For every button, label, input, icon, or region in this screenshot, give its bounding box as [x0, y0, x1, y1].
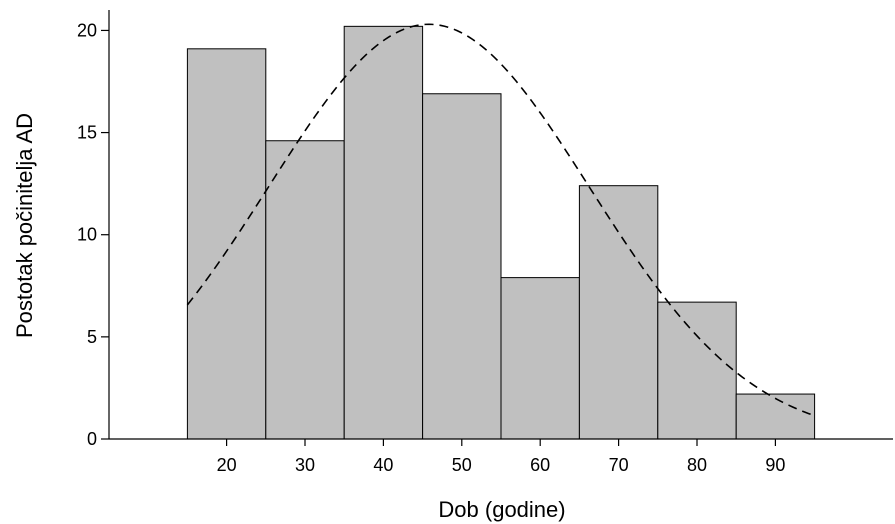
bars-group	[186, 25, 816, 440]
y-tick-label-15: 15	[77, 123, 97, 143]
x-tick-label-80: 80	[687, 455, 707, 475]
y-tick-label-20: 20	[77, 20, 97, 40]
y-axis-ticks: 0 5 10 15 20	[77, 20, 109, 449]
x-tick-label-30: 30	[295, 455, 315, 475]
y-tick-label-0: 0	[87, 429, 97, 449]
x-tick-label-20: 20	[217, 455, 237, 475]
histogram-bar-7	[735, 393, 816, 440]
x-tick-label-60: 60	[530, 455, 550, 475]
histogram-bar-0	[186, 48, 267, 440]
x-tick-label-90: 90	[765, 455, 785, 475]
histogram-bar-6	[657, 301, 737, 440]
x-axis-title: Dob (godine)	[438, 497, 565, 522]
x-tick-label-70: 70	[609, 455, 629, 475]
x-tick-label-50: 50	[452, 455, 472, 475]
y-tick-label-5: 5	[87, 327, 97, 347]
histogram-bar-4	[500, 277, 580, 440]
x-axis-ticks: 20 30 40 50 60 70 80 90	[217, 439, 785, 475]
histogram-bar-5	[578, 185, 659, 440]
y-tick-label-10: 10	[77, 225, 97, 245]
x-tick-label-40: 40	[373, 455, 393, 475]
y-axis-title: Postotak počinitelja AD	[12, 113, 37, 338]
histogram-bar-3	[422, 93, 502, 440]
histogram-bar-1	[265, 140, 345, 440]
histogram-bar-2	[343, 25, 424, 440]
normal-curve	[186, 23, 815, 417]
